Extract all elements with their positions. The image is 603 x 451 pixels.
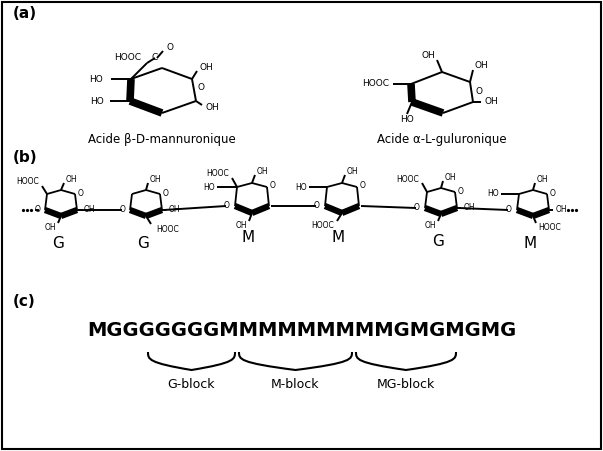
Text: O: O <box>78 189 84 198</box>
Text: O: O <box>167 43 174 52</box>
Text: C: C <box>152 54 158 63</box>
Text: OH: OH <box>464 203 476 212</box>
Text: (a): (a) <box>13 6 37 22</box>
Text: O: O <box>224 202 230 211</box>
Text: OH: OH <box>421 51 435 60</box>
Text: Acide α-L-guluronique: Acide α-L-guluronique <box>377 133 507 147</box>
Text: HOOC: HOOC <box>114 54 141 63</box>
Text: OH: OH <box>150 175 162 184</box>
Text: OH: OH <box>347 166 359 175</box>
Text: (c): (c) <box>13 295 36 309</box>
Text: HOOC: HOOC <box>16 176 39 185</box>
Text: OH: OH <box>425 221 436 230</box>
Text: OH: OH <box>475 61 489 70</box>
Text: HOOC: HOOC <box>396 175 419 184</box>
Text: M: M <box>332 230 344 245</box>
Text: HO: HO <box>203 183 215 192</box>
Text: HO: HO <box>295 183 307 192</box>
Text: OH: OH <box>445 172 456 181</box>
Text: OH: OH <box>206 102 219 111</box>
Text: (b): (b) <box>13 151 37 166</box>
Text: G: G <box>52 235 64 250</box>
Text: OH: OH <box>200 63 213 72</box>
Text: OH: OH <box>257 166 268 175</box>
Text: OH: OH <box>84 206 96 215</box>
Text: MGGGGGGGMMMMMMMMMGMGMGMG: MGGGGGGGMMMMMMMMMGMGMGMG <box>87 321 517 340</box>
Text: O: O <box>120 206 126 215</box>
Text: O: O <box>506 206 512 215</box>
Text: HOOC: HOOC <box>362 79 389 88</box>
Text: O: O <box>360 181 366 190</box>
Text: HO: HO <box>90 97 104 106</box>
Text: O: O <box>414 203 420 212</box>
Text: OH: OH <box>537 175 549 184</box>
Text: MG-block: MG-block <box>377 378 435 391</box>
Text: O: O <box>314 202 320 211</box>
Text: OH: OH <box>485 97 499 106</box>
Text: OH: OH <box>235 221 247 230</box>
Text: M: M <box>523 235 537 250</box>
Text: OH: OH <box>556 206 567 215</box>
Text: O: O <box>35 206 41 215</box>
Text: HOOC: HOOC <box>156 225 178 234</box>
Text: O: O <box>198 83 205 92</box>
Text: HOOC: HOOC <box>206 169 229 178</box>
Text: OH: OH <box>169 206 181 215</box>
Text: M-block: M-block <box>271 378 320 391</box>
Text: G: G <box>432 234 444 249</box>
Text: HO: HO <box>89 74 103 83</box>
Text: HOOC: HOOC <box>311 221 334 230</box>
Text: HOOC: HOOC <box>538 224 561 233</box>
Text: O: O <box>458 188 464 197</box>
Text: HO: HO <box>487 189 499 198</box>
Text: OH: OH <box>66 175 78 184</box>
Text: O: O <box>270 181 276 190</box>
Text: OH: OH <box>45 222 56 231</box>
Text: O: O <box>163 189 169 198</box>
Text: HO: HO <box>400 115 414 124</box>
Text: Acide β-D-mannuronique: Acide β-D-mannuronique <box>88 133 236 147</box>
Text: G: G <box>137 235 149 250</box>
Text: M: M <box>241 230 254 245</box>
Text: O: O <box>476 87 483 97</box>
Text: O: O <box>550 189 556 198</box>
Text: G-block: G-block <box>168 378 215 391</box>
